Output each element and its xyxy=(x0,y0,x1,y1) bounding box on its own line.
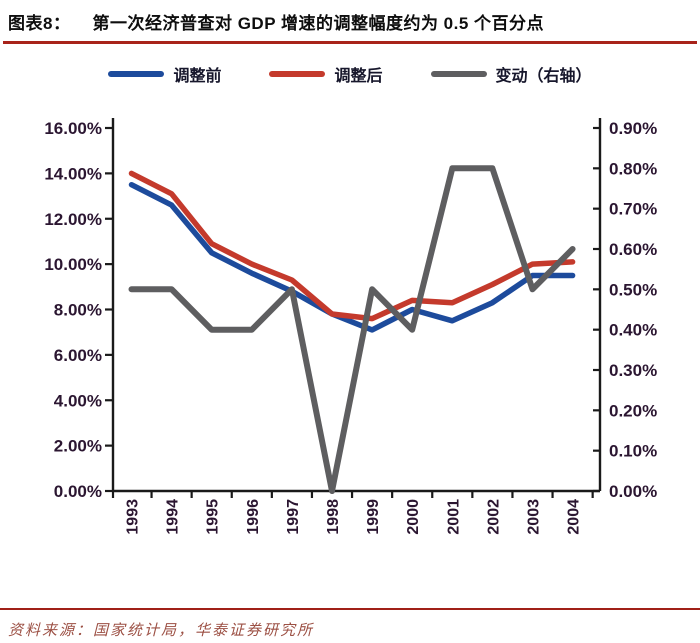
x-axis-year-label: 1998 xyxy=(325,499,342,535)
left-axis-tick-label: 4.00% xyxy=(54,391,102,410)
line-chart: 16.00% 14.00% 12.00% 10.00% 8.00% 6.00% 4.00% 2… xyxy=(44,118,657,535)
x-axis-year-label: 1994 xyxy=(165,499,182,535)
x-axis-year-label: 1996 xyxy=(245,499,262,535)
right-axis-tick-label: 0.10% xyxy=(609,442,657,461)
left-axis-tick-label: 2.00% xyxy=(54,437,102,456)
x-axis-year-label: 2003 xyxy=(526,499,543,535)
legend-item-change: 变动（右轴） xyxy=(430,62,592,86)
right-axis-tick-label: 0.80% xyxy=(609,159,657,178)
left-axis-tick-label: 8.00% xyxy=(54,301,102,320)
left-axis-tick-label: 14.00% xyxy=(44,164,102,183)
x-axis-year-label: 1995 xyxy=(205,499,222,535)
series-line-change xyxy=(128,165,576,494)
left-axis-tick-label: 16.00% xyxy=(44,119,102,138)
x-axis-year-label: 1997 xyxy=(285,499,302,535)
right-axis-tick-label: 0.30% xyxy=(609,361,657,380)
legend-swatch-after xyxy=(269,71,326,77)
right-axis-tick-label: 0.90% xyxy=(609,119,657,138)
source-accent-rule xyxy=(0,608,700,610)
right-axis-tick-label: 0.40% xyxy=(609,321,657,340)
right-axis-tick-label: 0.50% xyxy=(609,280,657,299)
left-axis-tick-label: 12.00% xyxy=(44,210,102,229)
legend-label-after: 调整后 xyxy=(334,68,383,85)
legend-item-after: 调整后 xyxy=(269,62,383,86)
source-note: 资料来源：国家统计局，华泰证券研究所 xyxy=(8,623,315,639)
legend-label-before: 调整前 xyxy=(173,68,222,85)
figure-header: 图表8： 第一次经济普查对 GDP 增速的调整幅度约为 0.5 个百分点 xyxy=(0,0,700,34)
x-axis-year-label: 2004 xyxy=(566,499,583,535)
right-axis-tick-label: 0.00% xyxy=(609,482,657,501)
x-axis-year-label: 1993 xyxy=(125,499,142,535)
x-axis-year-label: 2002 xyxy=(485,499,502,535)
figure-title: 第一次经济普查对 GDP 增速的调整幅度约为 0.5 个百分点 xyxy=(92,14,545,33)
right-axis-tick-label: 0.20% xyxy=(609,401,657,420)
series-line-before xyxy=(128,181,576,333)
right-axis-tick-label: 0.60% xyxy=(609,240,657,259)
legend-swatch-change xyxy=(430,71,487,77)
left-axis-tick-label: 10.00% xyxy=(44,255,102,274)
title-accent-rule xyxy=(3,41,697,44)
x-axis-year-label: 2000 xyxy=(405,499,422,535)
x-axis-year-label: 1999 xyxy=(365,499,382,535)
right-axis-tick-label: 0.70% xyxy=(609,200,657,219)
legend-swatch-before xyxy=(108,71,165,77)
left-axis-tick-label: 6.00% xyxy=(54,346,102,365)
figure-label: 图表8： xyxy=(8,14,71,33)
x-axis-year-label: 2001 xyxy=(445,499,462,535)
chart-legend: 调整前 调整后 变动（右轴） xyxy=(0,62,700,86)
legend-item-before: 调整前 xyxy=(108,62,221,86)
legend-label-change: 变动（右轴） xyxy=(495,68,592,85)
left-axis-tick-label: 0.00% xyxy=(54,482,102,501)
series-line-after xyxy=(128,170,576,322)
